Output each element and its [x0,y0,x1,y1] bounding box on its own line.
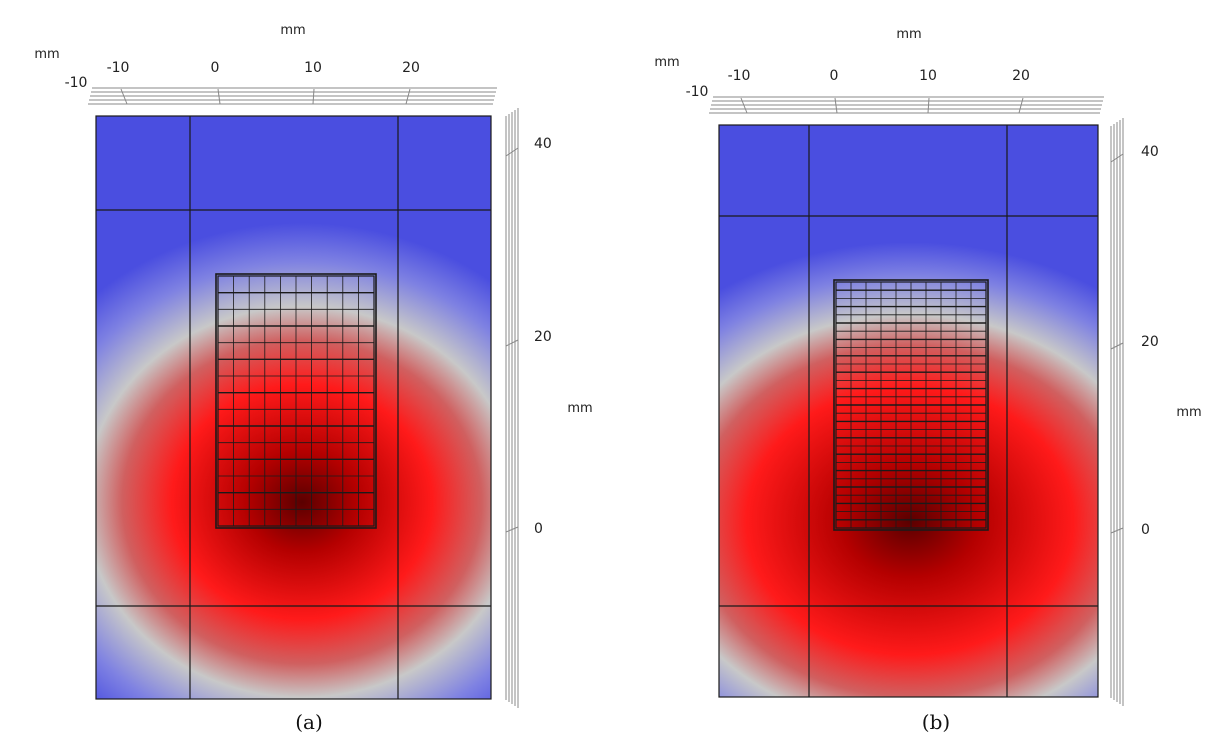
domain-partition-lines [95,115,492,700]
coil-outer-frame [833,279,989,531]
y-tick-label: 20 [534,329,552,345]
x-tick-label: 20 [402,60,420,76]
field-background [719,125,1098,697]
left-unit-label: mm [654,55,679,70]
y-tick-label: 40 [1141,144,1159,160]
x-tick-label: 10 [304,60,322,76]
y-axis [1110,118,1124,706]
x-tick-label: 0 [830,68,839,84]
coil-winding [215,273,377,529]
x-axis [88,87,497,105]
domain-partition-lines [718,124,1099,698]
x-axis-corner-label: -10 [65,75,88,91]
panel-caption: (a) [295,710,323,734]
panel-a: mm mm mm -10 0 10 20 -10 [34,23,592,734]
x-tick-label: 10 [919,68,937,84]
field-background [96,116,491,699]
coil-winding [833,279,989,531]
x-tick-label: 20 [1012,68,1030,84]
top-unit-label: mm [896,27,921,42]
y-tick-label: 40 [534,136,552,152]
right-unit-label: mm [1176,405,1201,420]
x-tick-label: 0 [211,60,220,76]
left-unit-label: mm [34,47,59,62]
right-unit-label: mm [567,401,592,416]
y-axis [505,108,519,708]
top-unit-label: mm [280,23,305,38]
x-tick-label: -10 [728,68,751,84]
heatmap-domain [95,115,492,700]
x-axis [709,96,1104,114]
y-tick-label: 20 [1141,334,1159,350]
coil-outer-frame [215,273,377,529]
heatmap-domain [718,124,1099,698]
y-tick-label: 0 [534,521,543,537]
y-tick-label: 0 [1141,522,1150,538]
panel-b: mm mm mm -10 0 10 20 -10 40 [654,27,1201,734]
panel-caption: (b) [922,710,950,734]
x-axis-corner-label: -10 [686,84,709,100]
x-tick-label: -10 [107,60,130,76]
